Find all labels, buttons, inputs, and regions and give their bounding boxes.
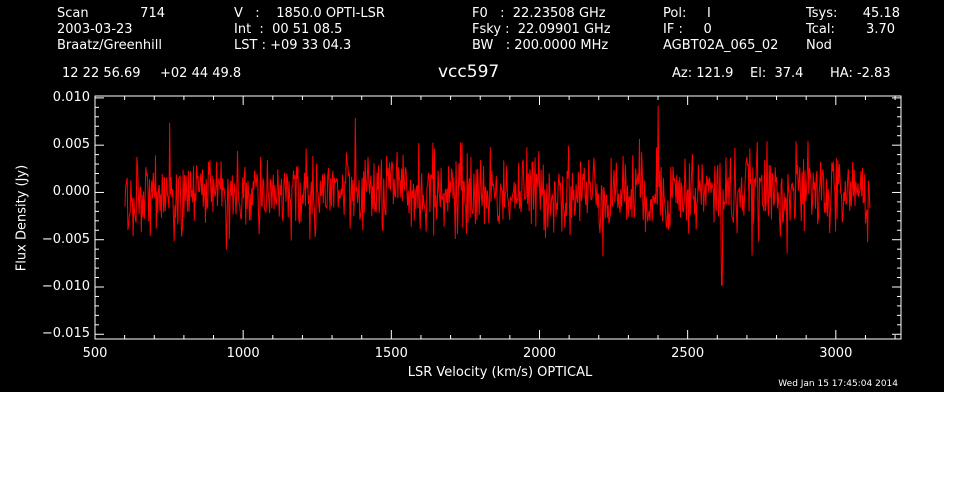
timestamp: Wed Jan 15 17:45:04 2014 — [778, 379, 898, 389]
x-axis-label: LSR Velocity (km/s) OPTICAL — [407, 365, 593, 380]
spectrum-chart — [94, 95, 902, 340]
bandwidth: BW : 200.0000 MHz — [472, 38, 609, 53]
x-tick-label: 1000 — [226, 346, 260, 361]
project-id: AGBT02A_065_02 — [663, 38, 779, 53]
integration-time: Int : 00 51 08.5 — [234, 22, 343, 37]
obs-mode: Nod — [806, 38, 832, 53]
rest-frequency: F0 : 22.23508 GHz — [472, 6, 606, 21]
x-tick-label: 3000 — [819, 346, 853, 361]
plot-panel: Scan 714 2003-03-23 Braatz/Greenhill V :… — [0, 0, 944, 392]
x-tick-label: 2500 — [671, 346, 705, 361]
hour-angle: HA: -2.83 — [830, 66, 891, 81]
tsys-label: Tsys: — [806, 6, 838, 21]
axes-frame — [94, 95, 902, 340]
right-ascension: 12 22 56.69 — [62, 66, 141, 81]
polarization: Pol: I — [663, 6, 711, 21]
lst-info: LST : +09 33 04.3 — [234, 38, 352, 53]
x-tick-label: 500 — [82, 346, 108, 361]
ticks-layer — [94, 96, 901, 339]
x-tick-label: 2000 — [522, 346, 557, 361]
tcal-label: Tcal: — [806, 22, 835, 37]
scan-value: 714 — [140, 6, 165, 21]
y-tick-label: −0.015 — [41, 326, 90, 342]
y-tick-label: −0.010 — [41, 278, 90, 294]
observer: Braatz/Greenhill — [57, 38, 162, 53]
elevation: El: 37.4 — [750, 66, 804, 81]
trace-layer — [124, 105, 871, 286]
if-number: IF : 0 — [663, 22, 712, 37]
y-tick-label: 0.000 — [52, 184, 90, 200]
y-tick-label: 0.010 — [52, 89, 90, 105]
obs-date: 2003-03-23 — [57, 22, 133, 37]
y-tick-label: 0.005 — [52, 137, 90, 153]
azimuth: Az: 121.9 — [672, 66, 734, 81]
y-axis-label: Flux Density (Jy) — [14, 164, 30, 272]
spectrum-trace — [124, 105, 871, 286]
sky-frequency: Fsky : 22.09901 GHz — [472, 22, 611, 37]
scan-label: Scan — [57, 6, 89, 21]
source-name: vcc597 — [438, 62, 500, 82]
tcal-value: 3.70 — [866, 22, 895, 37]
x-tick-label: 1500 — [374, 346, 408, 361]
declination: +02 44 49.8 — [160, 66, 242, 81]
tsys-value: 45.18 — [862, 6, 900, 21]
y-tick-label: −0.005 — [41, 231, 90, 247]
velocity-info: V : 1850.0 OPTI-LSR — [234, 6, 385, 21]
